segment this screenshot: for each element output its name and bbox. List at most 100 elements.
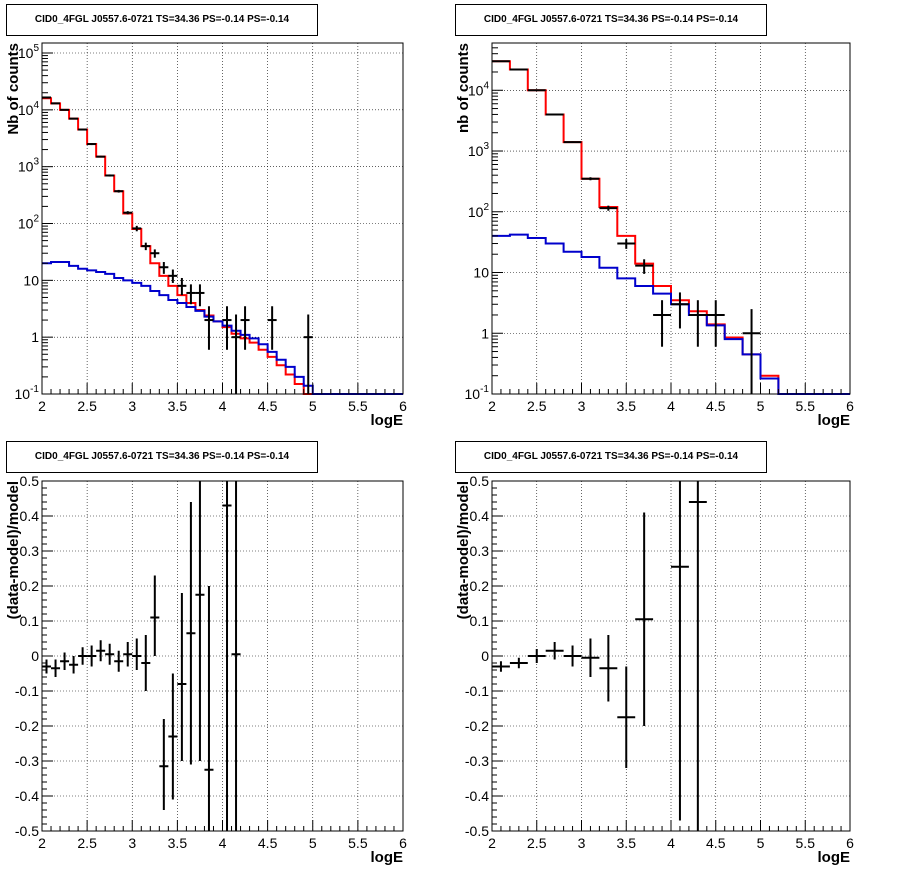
y-tick-label: 0.5 — [470, 473, 490, 489]
y-tick-label: -0.1 — [465, 683, 489, 699]
data-point — [69, 117, 79, 120]
y-axis-label: nb of counts — [455, 43, 472, 133]
data-point — [688, 481, 707, 831]
data-point — [150, 575, 160, 656]
y-tick-label: 0.2 — [20, 578, 40, 594]
data-point — [617, 666, 636, 768]
y-tick-label: 0.3 — [470, 543, 490, 559]
x-tick-label: 4.5 — [258, 398, 278, 414]
data-point — [195, 481, 205, 761]
x-tick-label: 3 — [128, 398, 136, 414]
y-tick-label: 10 — [23, 272, 39, 288]
y-tick-label: -0.2 — [15, 718, 39, 734]
x-axis-label: logE — [818, 412, 851, 429]
data-point — [141, 242, 151, 251]
y-tick-label: -0.4 — [465, 788, 489, 804]
data-point — [581, 177, 600, 181]
data-point — [204, 586, 214, 831]
data-point — [635, 512, 654, 726]
y-tick-label: 1 — [31, 329, 39, 345]
x-tick-label: 3 — [128, 835, 136, 851]
y-tick-label: 0 — [31, 648, 39, 664]
data-point — [545, 113, 564, 116]
y-tick-label: 10-1 — [465, 384, 490, 402]
y-tick-label: -0.5 — [465, 823, 489, 839]
x-axis-label: logE — [371, 412, 404, 429]
data-point — [69, 656, 79, 674]
x-tick-label: 3.5 — [617, 398, 637, 414]
data-point — [141, 635, 151, 691]
data-point — [177, 593, 187, 761]
y-tick-label: 0.2 — [470, 578, 490, 594]
y-tick-label: -0.5 — [15, 823, 39, 839]
chart-svg-bottom-left: 2 2.5 3 3.5 4 4.5 5 5.5 6 -0.5 -0.4 -0.3 -0.2 -0.1 0 0.… — [5, 473, 407, 866]
data-point — [186, 502, 196, 765]
y-tick-label: -0.3 — [465, 753, 489, 769]
data-point — [231, 314, 241, 394]
y-tick-label: 0.3 — [20, 543, 40, 559]
data-point — [114, 189, 124, 193]
data-point — [563, 645, 582, 667]
y-tick-label: -0.3 — [15, 753, 39, 769]
data-point — [195, 284, 205, 307]
x-tick-label: 6 — [399, 398, 407, 414]
x-tick-label: 2.5 — [527, 398, 547, 414]
data-point — [240, 306, 250, 350]
data-point — [96, 155, 106, 158]
data-point — [132, 638, 142, 670]
data-point — [159, 719, 169, 810]
chart-title: CID0_4FGL J0557.6-0721 TS=34.36 PS=-0.14… — [6, 441, 318, 473]
plot-area — [42, 43, 403, 394]
chart-panel-top-left: 2 2.5 3 3.5 4 4.5 5 5.5 6 10-1 1 10 102 103 104 105 logE… — [0, 0, 449, 437]
y-tick-label: 1 — [481, 325, 489, 341]
data-point — [267, 306, 277, 350]
x-tick-label: 2 — [488, 835, 496, 851]
data-point — [159, 262, 169, 274]
y-tick-label: 102 — [468, 202, 490, 220]
y-tick-label: 0.1 — [470, 613, 490, 629]
histogram-line-1 — [492, 233, 850, 395]
x-tick-label: 4 — [667, 398, 675, 414]
data-point — [706, 300, 725, 347]
chart-panel-bottom-right: 2 2.5 3 3.5 4 4.5 5 5.5 6 -0.5 -0.4 -0.3 -0.2 -0.1 0 0.… — [449, 437, 898, 875]
x-tick-label: 3 — [578, 398, 586, 414]
data-point — [150, 249, 160, 258]
y-tick-label: 10 — [473, 265, 489, 281]
chart-panel-bottom-left: 2 2.5 3 3.5 4 4.5 5 5.5 6 -0.5 -0.4 -0.3 -0.2 -0.1 0 0.… — [0, 437, 449, 875]
data-point — [60, 108, 70, 111]
y-tick-label: 103 — [18, 157, 40, 175]
y-tick-label: 0 — [481, 648, 489, 664]
x-tick-label: 3.5 — [617, 835, 637, 851]
y-tick-label: -0.4 — [15, 788, 39, 804]
x-tick-label: 4.5 — [706, 398, 726, 414]
data-point — [231, 481, 241, 831]
y-axis-label: Nb of counts — [5, 43, 22, 135]
data-point — [599, 635, 618, 702]
data-point — [114, 650, 124, 672]
x-tick-label: 2.5 — [77, 835, 97, 851]
x-tick-label: 5 — [757, 398, 765, 414]
y-tick-label: 0.4 — [20, 508, 40, 524]
y-tick-label: -0.1 — [15, 683, 39, 699]
data-point — [222, 481, 232, 831]
x-tick-label: 5.5 — [796, 835, 816, 851]
y-tick-label: -0.2 — [465, 718, 489, 734]
data-point — [527, 89, 546, 92]
x-tick-label: 5 — [309, 835, 317, 851]
data-point — [222, 306, 232, 350]
x-tick-label: 4 — [219, 398, 227, 414]
x-tick-label: 2 — [488, 398, 496, 414]
y-axis-label: (data-model)/model — [455, 481, 472, 619]
data-point — [671, 481, 689, 821]
y-axis-label: (data-model)/model — [5, 481, 22, 619]
y-tick-label: 0.4 — [470, 508, 490, 524]
x-tick-label: 3.5 — [168, 835, 188, 851]
y-tick-label: 104 — [18, 100, 40, 118]
y-tick-label: 102 — [18, 214, 40, 232]
data-point — [51, 659, 61, 677]
data-point — [303, 314, 313, 394]
chart-title: CID0_4FGL J0557.6-0721 TS=34.36 PS=-0.14… — [6, 4, 318, 36]
chart-svg-top-left: 2 2.5 3 3.5 4 4.5 5 5.5 6 10-1 1 10 102 103 104 105 logE… — [5, 42, 407, 429]
x-tick-label: 4.5 — [258, 835, 278, 851]
chart-title: CID0_4FGL J0557.6-0721 TS=34.36 PS=-0.14… — [455, 4, 767, 36]
